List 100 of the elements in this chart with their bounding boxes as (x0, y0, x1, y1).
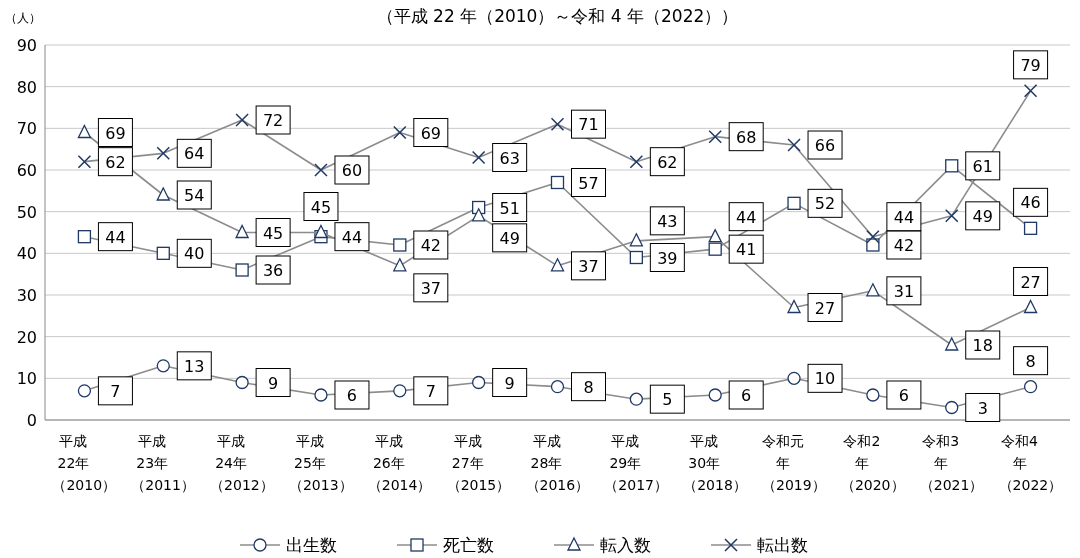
data-label: 18 (972, 336, 993, 355)
point (708, 242, 722, 256)
point (945, 400, 959, 415)
point (787, 196, 801, 210)
data-label: 63 (499, 148, 520, 168)
data-label: 27 (1020, 272, 1041, 292)
data-label: 49 (499, 228, 520, 248)
data-label: 37 (578, 256, 599, 276)
point (550, 380, 565, 394)
y-tick-label: 90 (16, 36, 37, 55)
point (550, 258, 565, 272)
data-label: 39 (657, 248, 678, 268)
x-tick-label: 平成23年（2011） (131, 432, 195, 495)
data-label: 6 (346, 386, 358, 405)
data-label: 45 (310, 197, 332, 217)
legend-label: 転入数 (600, 535, 651, 555)
point (1023, 84, 1038, 98)
data-label: 71 (578, 115, 599, 135)
data-label: 6 (898, 386, 909, 405)
point (77, 384, 92, 398)
x-tick-label: 平成28年（2016） (525, 432, 590, 495)
data-label: 31 (893, 281, 915, 301)
point (866, 388, 880, 402)
legend-label: 出生数 (286, 535, 337, 555)
data-label: 43 (657, 211, 678, 231)
legend-出生数: 出生数 (239, 535, 337, 555)
data-label: 69 (420, 123, 441, 143)
point (77, 124, 92, 139)
point (156, 187, 170, 201)
point (393, 384, 407, 398)
data-label: 64 (184, 144, 205, 164)
point (393, 125, 407, 140)
data-label: 42 (893, 236, 915, 255)
x-tick-label: 令和4年（2022） (998, 432, 1063, 495)
x-tick-label: 平成24年（2012） (210, 432, 274, 495)
data-label: 46 (1020, 193, 1041, 213)
point (787, 299, 801, 314)
point (314, 224, 328, 239)
data-label: 69 (105, 123, 126, 143)
point (550, 117, 565, 131)
data-label: 72 (262, 111, 284, 130)
point (708, 229, 722, 243)
data-label: 37 (420, 278, 441, 298)
data-label: 79 (1020, 55, 1041, 75)
y-axis-title: （人） (5, 11, 41, 25)
data-label: 66 (814, 136, 836, 155)
data-label: 62 (657, 152, 678, 172)
x-tick-label: 令和元年（2019） (762, 432, 826, 495)
y-tick-label: 20 (16, 327, 37, 347)
data-label: 40 (184, 244, 205, 264)
y-tick-label: 60 (16, 161, 37, 180)
legend-転出数: 転出数 (710, 535, 808, 555)
data-label: 52 (814, 194, 836, 214)
y-tick-label: 40 (16, 244, 37, 264)
data-label: 5 (662, 390, 673, 410)
y-tick-label: 10 (16, 369, 37, 389)
x-tick-label: 平成30年（2018） (683, 432, 747, 495)
point (866, 238, 880, 252)
data-label: 61 (972, 156, 993, 176)
legend-死亡数: 死亡数 (396, 535, 494, 555)
data-label: 7 (110, 381, 121, 401)
data-label: 13 (184, 356, 205, 376)
point (1023, 299, 1038, 314)
point (945, 337, 959, 351)
data-label: 10 (814, 369, 836, 389)
legend-label: 転出数 (757, 535, 808, 555)
point (629, 154, 644, 169)
data-label: 9 (504, 373, 515, 393)
point (393, 258, 407, 272)
chart-title: （平成 22 年（2010）～令和 4 年（2022）） (376, 6, 739, 26)
point (629, 392, 643, 406)
point (944, 209, 959, 223)
point (945, 159, 959, 173)
data-label: 44 (341, 227, 363, 247)
data-label: 49 (972, 206, 993, 226)
point (235, 263, 249, 277)
data-label: 44 (893, 207, 915, 227)
point (77, 154, 92, 169)
point (472, 208, 486, 222)
data-label: 42 (420, 236, 441, 255)
data-label: 36 (262, 261, 284, 280)
data-label: 6 (741, 386, 752, 405)
y-tick-label: 80 (16, 77, 37, 97)
point (629, 233, 643, 247)
point (472, 375, 486, 390)
point (156, 146, 171, 161)
point (156, 246, 170, 260)
data-label: 44 (736, 207, 757, 227)
point (1023, 380, 1038, 394)
y-tick-label: 0 (26, 411, 37, 430)
data-label: 9 (268, 373, 279, 393)
data-label: 45 (262, 223, 284, 243)
data-label: 7 (425, 381, 436, 401)
point (787, 138, 801, 152)
point (393, 238, 407, 252)
data-label: 57 (578, 173, 599, 193)
x-tick-label: 平成22年（2010） (52, 432, 117, 495)
data-label: 41 (736, 240, 757, 260)
point (235, 113, 249, 127)
point (629, 250, 643, 265)
